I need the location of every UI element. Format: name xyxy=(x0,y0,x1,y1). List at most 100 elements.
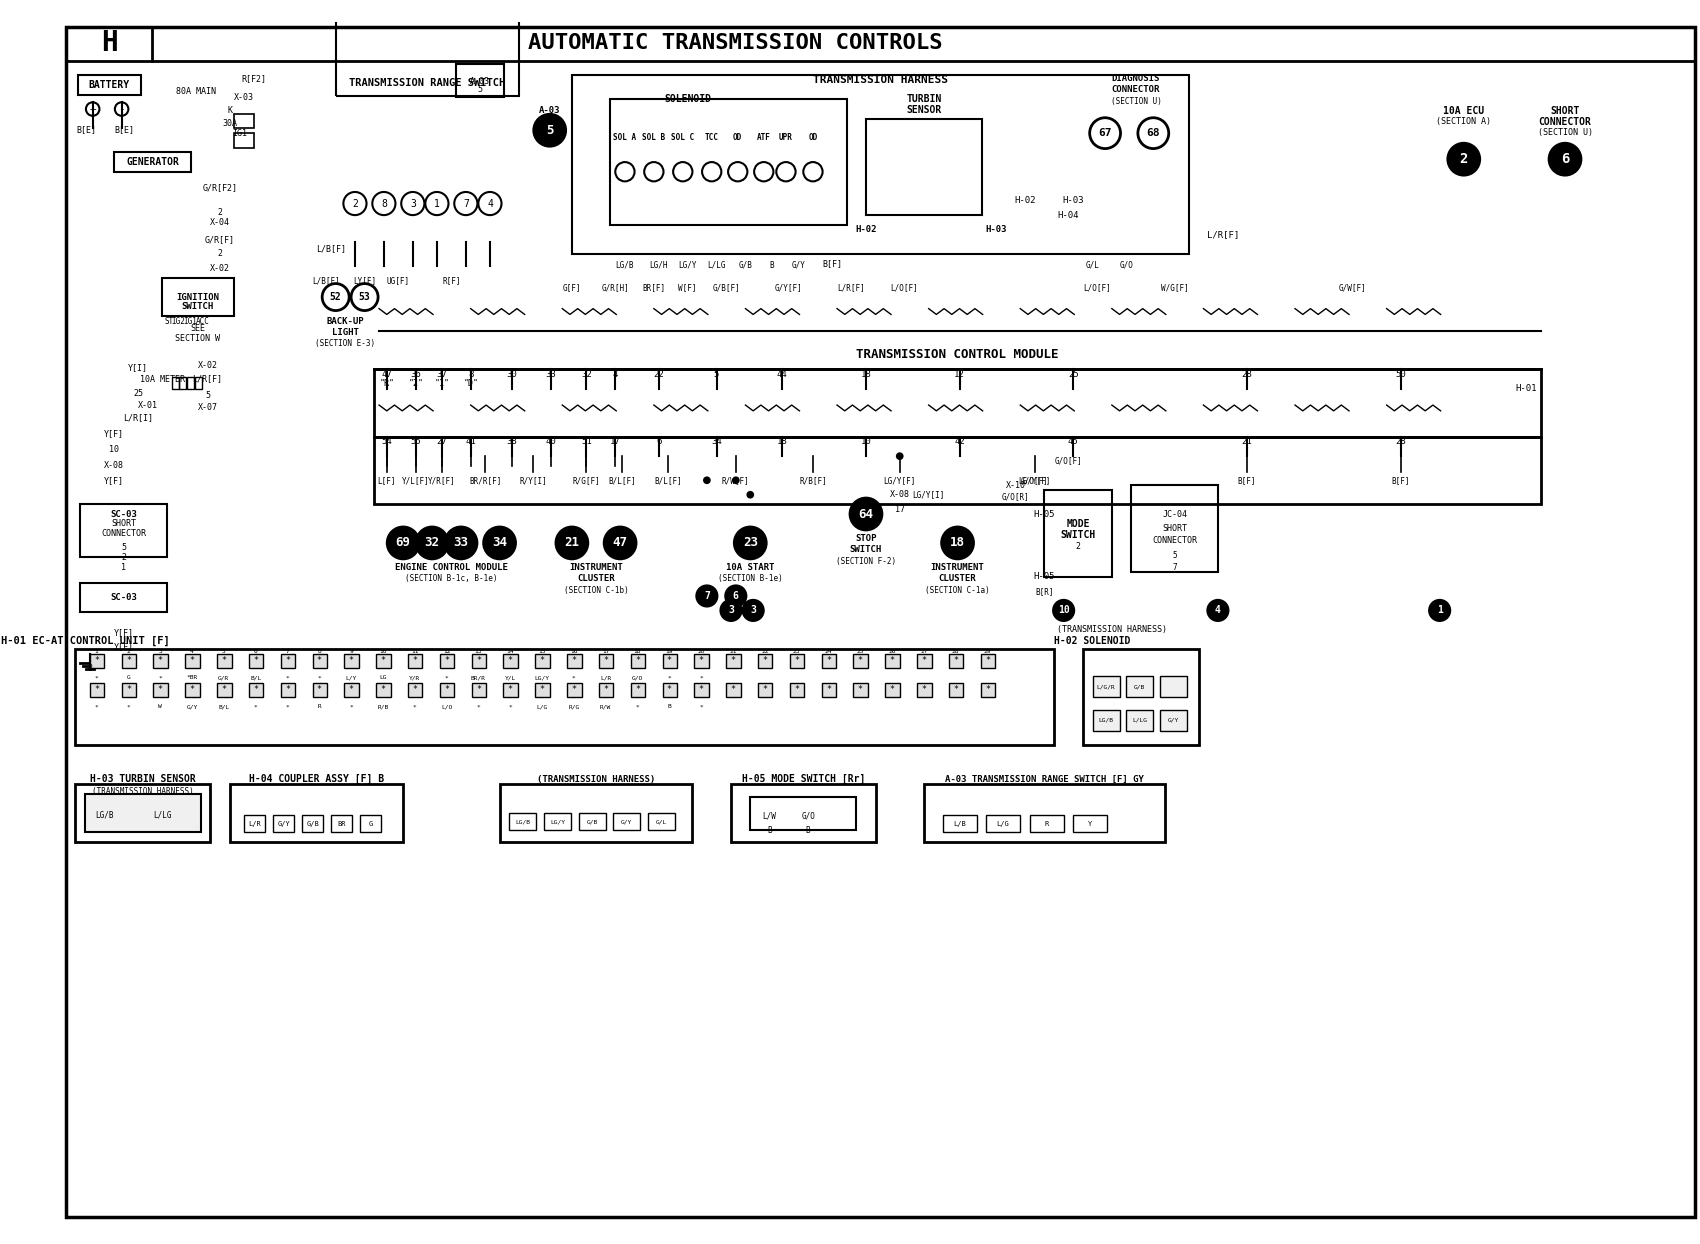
Text: B[F]: B[F] xyxy=(1392,475,1411,485)
Bar xyxy=(1159,675,1187,697)
Text: "R": "R" xyxy=(379,379,394,388)
Text: G: G xyxy=(126,675,131,680)
Text: L/LG: L/LG xyxy=(1132,718,1148,723)
Text: *: * xyxy=(508,656,513,666)
Text: LG/Y: LG/Y xyxy=(549,819,564,824)
Text: 67: 67 xyxy=(1098,128,1112,138)
Bar xyxy=(726,683,741,697)
Bar xyxy=(153,654,168,668)
Text: 47: 47 xyxy=(612,536,627,550)
Text: 15: 15 xyxy=(539,649,546,654)
Bar xyxy=(440,654,454,668)
Text: 21: 21 xyxy=(1241,437,1253,447)
Text: 28: 28 xyxy=(1396,437,1406,447)
Text: 10: 10 xyxy=(379,649,386,654)
Text: Y: Y xyxy=(1088,821,1091,826)
Text: 27: 27 xyxy=(920,649,928,654)
Circle shape xyxy=(848,496,884,531)
Text: 42: 42 xyxy=(954,437,966,447)
Circle shape xyxy=(704,476,711,484)
Text: *: * xyxy=(731,656,736,666)
Text: 23: 23 xyxy=(743,536,758,550)
Text: SHORT: SHORT xyxy=(1550,106,1579,116)
Text: 9: 9 xyxy=(348,649,354,654)
Bar xyxy=(162,277,235,316)
Bar xyxy=(614,812,641,830)
Text: *: * xyxy=(921,685,927,694)
Bar xyxy=(376,683,391,697)
Circle shape xyxy=(741,598,765,622)
Text: L/LG: L/LG xyxy=(153,810,172,820)
Text: 64: 64 xyxy=(858,508,874,520)
Text: *: * xyxy=(571,656,576,666)
Text: LG/H: LG/H xyxy=(649,261,668,270)
Text: G: G xyxy=(369,821,372,826)
Bar xyxy=(248,654,264,668)
Text: LG/Y[I]: LG/Y[I] xyxy=(913,490,945,499)
Bar xyxy=(376,654,391,668)
Text: B/L[F]: B/L[F] xyxy=(609,475,636,485)
Text: CONNECTOR: CONNECTOR xyxy=(1538,117,1591,127)
Text: AUTOMATIC TRANSMISSION CONTROLS: AUTOMATIC TRANSMISSION CONTROLS xyxy=(529,34,944,53)
Bar xyxy=(1044,490,1112,577)
Bar xyxy=(218,654,231,668)
Bar xyxy=(408,683,422,697)
Text: L/O[F]: L/O[F] xyxy=(891,282,918,292)
Text: *: * xyxy=(508,685,513,694)
Text: 5: 5 xyxy=(478,86,483,95)
Text: 10A START: 10A START xyxy=(726,562,775,571)
Text: 5: 5 xyxy=(121,544,126,552)
Text: *: * xyxy=(668,675,672,680)
Text: A-03 TRANSMISSION RANGE SWITCH [F] GY: A-03 TRANSMISSION RANGE SWITCH [F] GY xyxy=(945,775,1144,784)
Text: 10A ECU: 10A ECU xyxy=(1443,106,1484,116)
Text: SOL C: SOL C xyxy=(672,133,694,143)
Text: IG2: IG2 xyxy=(172,317,185,326)
Bar xyxy=(949,683,964,697)
Bar xyxy=(172,377,178,388)
Text: H-03: H-03 xyxy=(1062,197,1085,205)
Text: *: * xyxy=(636,704,639,709)
Text: *: * xyxy=(984,685,989,694)
Text: SWITCH: SWITCH xyxy=(850,545,882,554)
Text: W[F]: W[F] xyxy=(678,282,697,292)
Text: 17: 17 xyxy=(602,649,609,654)
Text: 1: 1 xyxy=(434,199,440,209)
Text: *BR: *BR xyxy=(187,675,197,680)
Text: X-03: X-03 xyxy=(235,93,253,102)
Text: 4: 4 xyxy=(1216,606,1221,616)
Bar xyxy=(923,784,1164,842)
Text: 2: 2 xyxy=(1076,542,1081,551)
Text: 37: 37 xyxy=(437,369,447,378)
Text: L/Y: L/Y xyxy=(345,675,357,680)
Text: H-02 SOLENOID: H-02 SOLENOID xyxy=(1054,636,1130,647)
Bar xyxy=(196,377,202,388)
Text: "1": "1" xyxy=(434,379,449,388)
Text: 4: 4 xyxy=(612,369,619,378)
Text: LG: LG xyxy=(379,675,386,680)
Text: 38: 38 xyxy=(507,437,517,447)
Text: *: * xyxy=(253,685,258,694)
Circle shape xyxy=(695,585,719,607)
Text: 25: 25 xyxy=(857,649,864,654)
Circle shape xyxy=(415,525,449,560)
Text: X-08: X-08 xyxy=(104,462,124,470)
Bar xyxy=(663,683,677,697)
Circle shape xyxy=(444,525,478,560)
Text: *: * xyxy=(253,656,258,666)
Bar xyxy=(631,654,646,668)
Text: L/G: L/G xyxy=(537,704,547,709)
Bar xyxy=(471,683,486,697)
Bar xyxy=(886,654,899,668)
Text: R/W: R/W xyxy=(600,704,612,709)
Text: LG/Y: LG/Y xyxy=(678,261,697,270)
Text: 7: 7 xyxy=(704,591,711,601)
Text: B: B xyxy=(768,261,774,270)
Text: 8: 8 xyxy=(381,199,388,209)
Bar xyxy=(500,784,692,842)
Text: 5: 5 xyxy=(223,649,226,654)
Text: 30A: 30A xyxy=(223,119,236,128)
Text: Y[I]: Y[I] xyxy=(128,363,148,372)
Text: "2": "2" xyxy=(408,379,423,388)
Text: G/B: G/B xyxy=(1134,684,1146,689)
Text: G/Y: G/Y xyxy=(1168,718,1180,723)
